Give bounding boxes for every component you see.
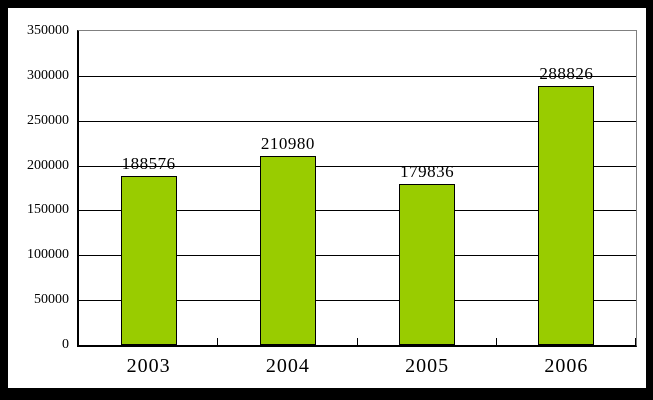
chart-canvas: 188576 210980 179836 288826 2003 2004 2005 200… <box>8 8 646 388</box>
bar-value-label: 288826 <box>539 63 594 83</box>
gridline <box>79 165 636 167</box>
x-axis-label: 2003 <box>126 355 171 377</box>
gridline <box>79 210 636 212</box>
y-axis-label: 100000 <box>27 247 69 263</box>
y-axis-label: 150000 <box>27 202 69 218</box>
y-axis-label: 350000 <box>27 23 69 38</box>
bar-2003 <box>120 175 177 345</box>
x-axis-tick <box>495 338 497 345</box>
x-axis-label: 2005 <box>405 355 450 377</box>
gridline <box>79 120 636 122</box>
y-axis-label: 300000 <box>27 67 69 83</box>
gridline <box>79 300 636 302</box>
x-axis-tick <box>356 338 358 345</box>
bar-2005 <box>399 183 456 345</box>
plot-area: 188576 210980 179836 288826 <box>77 30 637 347</box>
y-axis-label: 200000 <box>27 157 69 173</box>
x-axis-tick <box>217 338 219 345</box>
gridline <box>79 75 636 77</box>
y-axis-label: 250000 <box>27 112 69 128</box>
bar-value-label: 179836 <box>400 161 455 181</box>
bar-2004 <box>259 155 316 345</box>
x-axis-tick <box>635 338 636 345</box>
y-axis-label: 50000 <box>34 292 69 308</box>
bar-value-label: 210980 <box>260 133 315 153</box>
x-axis-label: 2006 <box>544 355 589 377</box>
y-axis-label: 0 <box>62 337 69 352</box>
bar-value-label: 188576 <box>121 153 176 173</box>
bar-2006 <box>538 85 595 345</box>
gridline <box>79 255 636 257</box>
x-axis-label: 2004 <box>265 355 310 377</box>
